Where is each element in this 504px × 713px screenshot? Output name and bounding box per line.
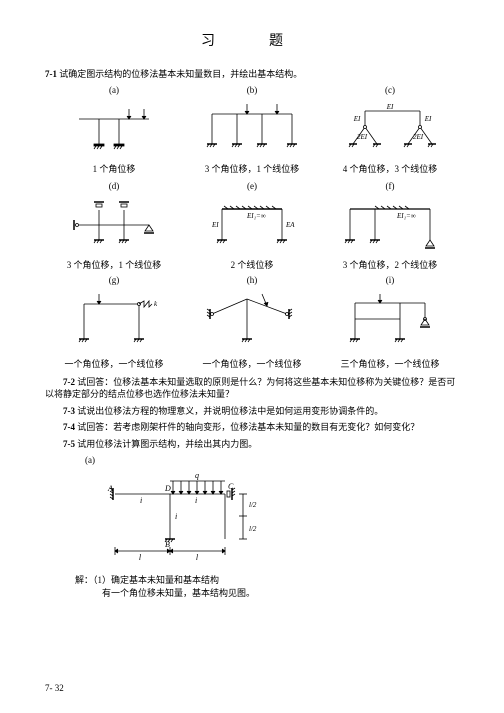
row-def-labels: (d) (e) (f) [45,181,459,191]
label-A: A [107,484,113,493]
problem-num-7-2: 7-2 [63,377,75,387]
label-q: q [195,471,199,480]
label-C: C [228,482,234,491]
solution-line2: 有一个角位移未知量，基本结构见图。 [102,587,459,601]
row-ghi-diagrams: k [45,287,459,353]
row-abc-answers: 1 个角位移 3 个角位移，1 个线位移 4 个角位移，3 个线位移 [45,160,459,175]
label-f: (f) [386,181,395,191]
answer-g: 一个角位移，一个线位移 [64,357,163,370]
problem-7-1: 7-1 试确定图示结构的位移法基本未知量数目，并绘出基本结构。 [45,68,459,81]
answer-d: 3 个角位移，1 个线位移 [67,258,162,271]
label-d: (d) [109,181,120,191]
label-EA-e: EA [285,221,295,229]
answer-h: 一个角位移，一个线位移 [202,357,301,370]
answer-f: 3 个角位移，2 个线位移 [343,258,438,271]
problem-7-5: 7-5 试用位移法计算图示结构，并绘出其内力图。 [45,438,459,451]
page-title: 习 题 [45,30,459,50]
label-D: D [164,484,171,493]
problem-text-7-2: 试回答：位移法基本未知量选取的原则是什么？为何将这些基本未知位移称为关键位移？是… [45,377,455,400]
problem-text-7-4: 试回答：若考虑刚架杆件的轴向变形，位移法基本未知量的数目有无变化？如何变化？ [77,422,419,432]
problem-text-7-5: 试用位移法计算图示结构，并绘出其内力图。 [77,439,257,449]
row-abc-diagrams: EI EI EI 2EI 2EI [45,97,459,158]
diagram-d [64,195,164,252]
answer-i: 三个角位移，一个线位移 [340,357,439,370]
row-def-answers: 3 个角位移，1 个线位移 2 个线位移 3 个角位移，2 个线位移 [45,256,459,271]
label-2EI-c1: 2EI [357,133,368,141]
diagram-f: EI₁=∞ [335,195,445,252]
solution-line1: 解：（1）确定基本未知量和基本结构 [75,574,459,588]
label-l2-1: l/2 [249,501,257,509]
label-i2: i [195,496,197,505]
problem-text-7-3: 试说出位移法方程的物理意义，并说明位移法中是如何运用变形协调条件的。 [77,406,383,416]
diagram-i [340,289,440,351]
answer-e: 2 个线位移 [231,258,274,271]
problem-num-7-4: 7-4 [63,422,75,432]
answer-c: 4 个角位移，3 个线位移 [343,162,438,175]
label-i: (i) [386,275,395,285]
label-EI1inf-f: EI₁=∞ [396,212,416,220]
label-e: (e) [247,181,257,191]
label-c: (c) [385,85,395,95]
diagram-e: EI₁=∞ EI EA [202,195,302,252]
row-def-diagrams: EI₁=∞ EI EA EI₁=∞ [45,193,459,254]
diagram-7-5-a: q A D C B i i i l l l/2 l/2 [95,469,459,566]
label-EI-c3: EI [424,115,432,123]
label-EI-c1: EI [386,103,394,111]
row-abc-labels: (a) (b) (c) [45,85,459,95]
label-i3: i [175,512,177,521]
label-a: (a) [109,85,119,95]
answer-a: 1 个角位移 [93,162,136,175]
label-h: (h) [247,275,258,285]
label-EI1inf-e: EI₁=∞ [246,212,266,220]
solution-block: 解：（1）确定基本未知量和基本结构 有一个角位移未知量，基本结构见图。 [75,574,459,601]
diagram-b [197,99,307,156]
label-l2-2: l/2 [249,525,257,533]
row-ghi-answers: 一个角位移，一个线位移 一个角位移，一个线位移 三个角位移，一个线位移 [45,355,459,370]
label-g: (g) [109,275,120,285]
diagram-c: EI EI EI 2EI 2EI [335,99,445,156]
label-a2: (a) [85,455,459,465]
problem-num-7-1: 7-1 [45,69,57,79]
label-b: (b) [247,85,258,95]
answer-b: 3 个角位移，1 个线位移 [205,162,300,175]
page-footer: 7- 32 [45,683,64,693]
label-i1: i [140,496,142,505]
label-B: B [165,540,170,549]
label-EI-e1: EI [211,221,219,229]
diagram-g: k [64,289,164,351]
diagram-h [197,289,307,351]
problem-num-7-5: 7-5 [63,439,75,449]
problem-7-4: 7-4 试回答：若考虑刚架杆件的轴向变形，位移法基本未知量的数目有无变化？如何变… [45,421,459,434]
row-ghi-labels: (g) (h) (i) [45,275,459,285]
problem-text-7-1: 试确定图示结构的位移法基本未知量数目，并绘出基本结构。 [59,69,302,79]
problem-7-3: 7-3 试说出位移法方程的物理意义，并说明位移法中是如何运用变形协调条件的。 [45,405,459,418]
label-k-g: k [154,300,158,308]
label-2EI-c2: 2EI [413,133,424,141]
label-l1: l [139,553,142,562]
label-l2: l [196,553,199,562]
diagram-a [69,99,159,156]
problem-7-2: 7-2 试回答：位移法基本未知量选取的原则是什么？为何将这些基本未知位移称为关键… [45,376,459,401]
problem-num-7-3: 7-3 [63,406,75,416]
label-EI-c2: EI [353,115,361,123]
